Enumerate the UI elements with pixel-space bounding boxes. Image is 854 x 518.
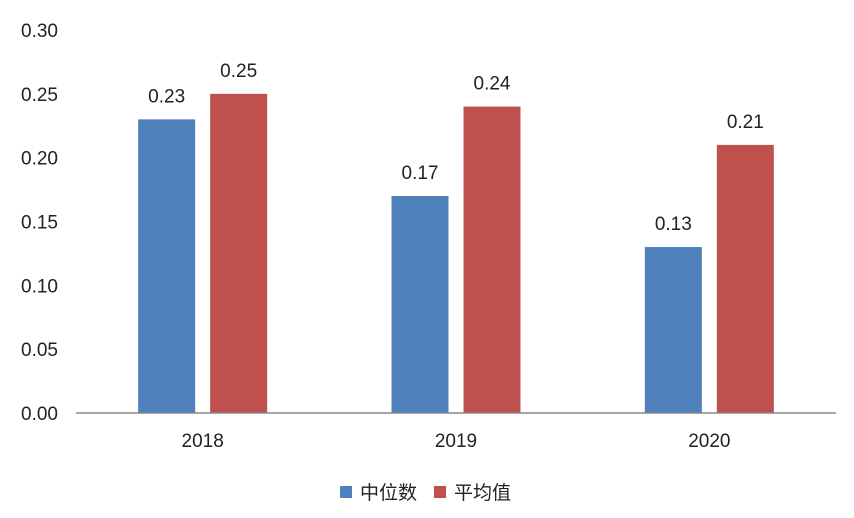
bar-median-2019 [391, 195, 449, 413]
y-axis-tick-labels: 0.00 0.05 0.10 0.15 0.20 0.25 0.30 [21, 21, 58, 425]
y-tick-label: 0.05 [21, 340, 58, 361]
data-label: 0.13 [655, 214, 692, 235]
bar-mean-2018 [210, 93, 268, 413]
data-label: 0.23 [148, 86, 185, 107]
data-labels-group: 0.23 0.25 0.17 0.24 0.13 0.21 [148, 61, 764, 235]
bar-mean-2020 [716, 144, 774, 413]
bars-group [138, 93, 774, 413]
x-axis-tick-labels: 2018 2019 2020 [182, 431, 731, 452]
y-tick-label: 0.30 [21, 21, 58, 42]
y-tick-label: 0.00 [21, 404, 58, 425]
y-tick-label: 0.20 [21, 149, 58, 170]
bar-median-2018 [138, 119, 196, 413]
x-tick-label: 2019 [435, 431, 477, 452]
bar-median-2020 [644, 247, 702, 413]
legend-label-median: 中位数 [360, 482, 417, 504]
legend-swatch-mean [434, 486, 446, 498]
y-tick-label: 0.25 [21, 85, 58, 106]
legend-label-mean: 平均值 [454, 482, 511, 504]
data-label: 0.17 [402, 163, 439, 184]
data-label: 0.25 [220, 61, 257, 82]
x-tick-label: 2020 [688, 431, 730, 452]
data-label: 0.24 [474, 74, 511, 95]
x-tick-label: 2018 [182, 431, 224, 452]
legend-swatch-median [340, 486, 352, 498]
y-tick-label: 0.10 [21, 276, 58, 297]
data-label: 0.21 [727, 112, 764, 133]
legend: 中位数 平均值 [340, 482, 511, 504]
bar-mean-2019 [463, 106, 521, 413]
y-tick-label: 0.15 [21, 213, 58, 234]
